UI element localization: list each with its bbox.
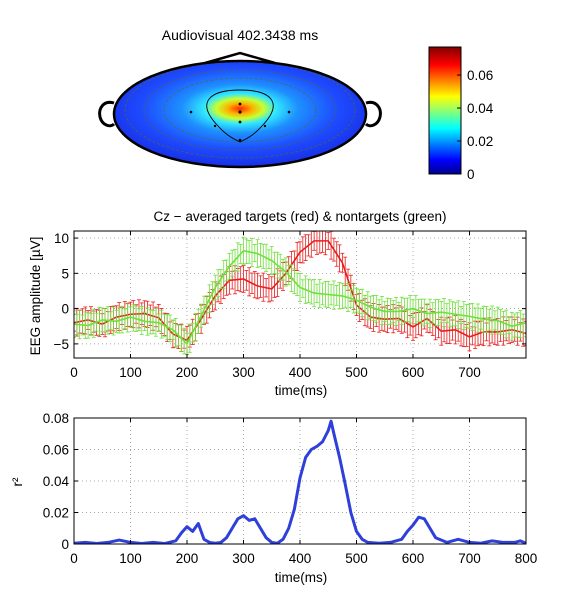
x-tick-label: 100 [119, 365, 142, 380]
nose-shape [204, 51, 276, 65]
x-tick-label: 500 [345, 551, 368, 566]
x-tick-label: 200 [176, 365, 199, 380]
topomap-title: Audiovisual 402.3438 ms [162, 27, 318, 43]
r2-ylabel: r² [10, 477, 25, 486]
x-tick-label: 0 [70, 365, 78, 380]
colorbar-tick-label: 0.02 [467, 134, 493, 149]
x-tick-label: 400 [289, 365, 312, 380]
head-outline [112, 59, 368, 169]
x-tick-label: 500 [345, 365, 368, 380]
x-tick-label: 100 [119, 551, 142, 566]
colorbar-tick-label: 0.06 [467, 68, 493, 83]
r2-xlabel: time(ms) [275, 570, 328, 585]
x-tick-label: 600 [402, 551, 425, 566]
y-tick-label: 0 [61, 537, 69, 552]
y-tick-label: 0 [61, 302, 69, 317]
colorbar-gradient [428, 46, 462, 175]
eeg-ylabel: EEG amplitude [µV] [28, 237, 43, 356]
x-tick-label: 600 [402, 365, 425, 380]
y-tick-label: 0.06 [43, 443, 69, 458]
eeg-series-line [74, 240, 526, 342]
eeg-series-line [74, 249, 526, 346]
eeg-panel: Cz − averaged targets (red) & nontargets… [28, 209, 527, 398]
colorbar-tick-label: 0.04 [467, 101, 494, 116]
r2-panel: 0 100 200 300 400 500 600 700 800 0.08 0.06 0.04 0.0… [10, 411, 537, 585]
x-tick-label: 800 [515, 551, 538, 566]
x-tick-label: 200 [176, 551, 199, 566]
x-tick-label: 0 [70, 551, 78, 566]
colorbar-tick-label: 0 [467, 167, 475, 182]
colorbar: 0 0.02 0.04 0.06 [428, 46, 494, 182]
left-ear-shape [98, 100, 116, 128]
y-tick-label: 10 [54, 231, 69, 246]
x-tick-label: 700 [458, 365, 481, 380]
contour-line-solid [206, 89, 274, 143]
y-tick-label: 0.02 [43, 506, 69, 521]
right-ear-shape [364, 100, 382, 128]
y-tick-label: 0.04 [43, 474, 70, 489]
x-tick-label: 700 [458, 551, 481, 566]
x-tick-label: 300 [232, 551, 255, 566]
x-tick-label: 300 [232, 365, 255, 380]
x-tick-label: 400 [289, 551, 312, 566]
eeg-xlabel: time(ms) [275, 383, 328, 398]
y-tick-label: −5 [54, 337, 69, 352]
y-tick-label: 5 [61, 266, 69, 281]
electrode-markers [189, 102, 291, 142]
topomap-panel: Audiovisual 402.3438 ms [98, 27, 382, 169]
eeg-title: Cz − averaged targets (red) & nontargets… [153, 209, 446, 224]
r2-series-line [74, 419, 526, 544]
y-tick-label: 0.08 [43, 411, 69, 426]
eeg-series-1 [74, 236, 526, 355]
